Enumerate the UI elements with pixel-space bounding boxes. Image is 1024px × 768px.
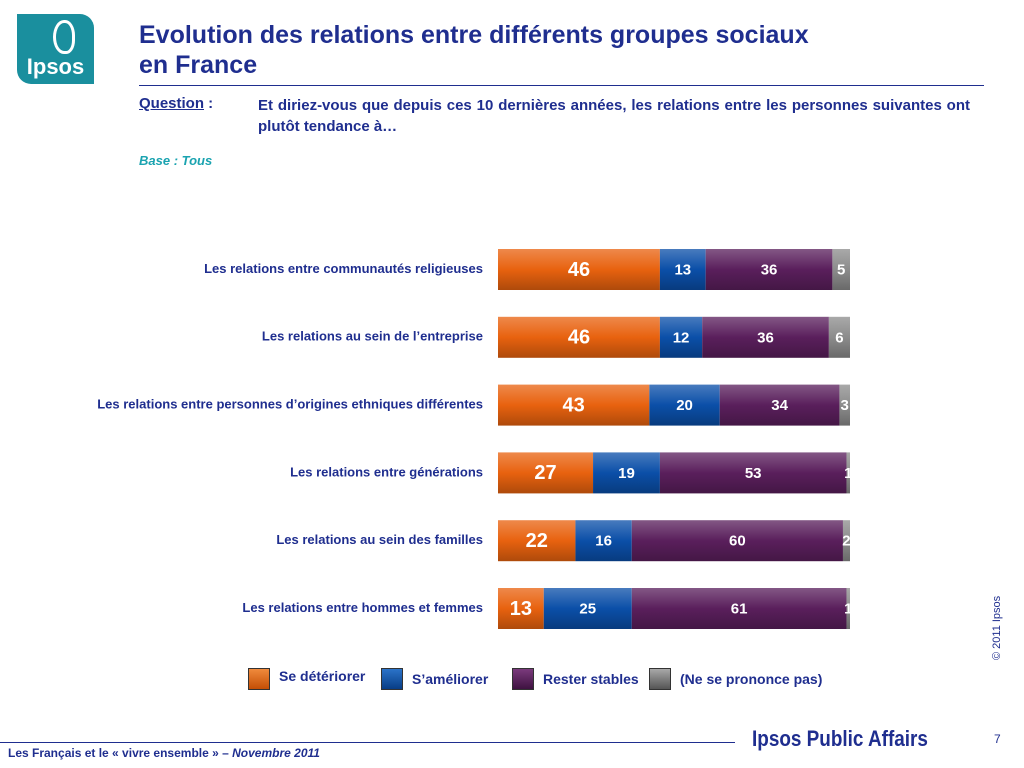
bar-se-deteriorer-4 — [498, 452, 594, 494]
legend-swatch-ne-se-prononce-pas — [649, 668, 671, 690]
logo-text: Ipsos — [26, 54, 85, 79]
logo-head-icon — [53, 20, 75, 54]
data-label-s-ameliorer-6: 25 — [579, 600, 596, 617]
brand-name: Ipsos Public Affairs — [752, 726, 928, 751]
footer-date: Novembre 2011 — [232, 746, 320, 760]
question-label-text: Question — [139, 95, 205, 112]
bar-se-deteriorer-1 — [498, 249, 660, 290]
title-line-2: en France — [139, 51, 258, 79]
data-label-rester-stables-4: 53 — [745, 465, 762, 482]
legend-label-ne-se-prononce-pas: (Ne se prononce pas) — [680, 671, 823, 687]
row-label-6: Les relations entre hommes et femmes — [242, 600, 483, 615]
copyright: © 2011 Ipsos — [991, 595, 1003, 660]
data-label-rester-stables-3: 34 — [771, 397, 788, 414]
row-label-4: Les relations entre générations — [290, 464, 483, 479]
question-text: Et diriez-vous que depuis ces 10 dernièr… — [258, 97, 970, 135]
bar-s-ameliorer-5 — [575, 520, 632, 562]
legend-item-s-ameliorer: S’améliorer — [381, 668, 488, 690]
data-label-ne-se-prononce-pas-2: 6 — [835, 329, 843, 346]
bar-rester-stables-5 — [631, 520, 843, 562]
footer-divider — [0, 742, 735, 743]
question-colon: : — [204, 95, 214, 112]
legend-item-se-deteriorer: Se détériorer — [248, 668, 365, 690]
title-line-1: Evolution des relations entre différents… — [139, 21, 809, 49]
title-divider — [139, 85, 984, 86]
bar-s-ameliorer-2 — [659, 316, 703, 358]
data-label-rester-stables-1: 36 — [761, 261, 778, 278]
bar-s-ameliorer-6 — [543, 588, 632, 629]
data-label-rester-stables-6: 61 — [731, 600, 748, 617]
bar-se-deteriorer-2 — [498, 316, 660, 358]
bar-rester-stables-2 — [702, 316, 829, 358]
bar-s-ameliorer-4 — [593, 452, 660, 494]
legend-label-rester-stables: Rester stables — [543, 671, 639, 687]
page-number: 7 — [994, 732, 1001, 746]
bar-rester-stables-1 — [705, 249, 833, 290]
question-label: Question : — [139, 95, 213, 112]
legend-swatch-rester-stables — [512, 668, 534, 690]
bar-se-deteriorer-6 — [498, 588, 544, 629]
bar-rester-stables-3 — [719, 384, 840, 426]
data-label-se-deteriorer-6: 13 — [510, 598, 532, 620]
bar-s-ameliorer-3 — [649, 384, 720, 426]
bar-ne-se-prononce-pas-1 — [832, 249, 850, 290]
data-label-ne-se-prononce-pas-4: 1 — [844, 465, 852, 482]
data-label-ne-se-prononce-pas-6: 1 — [844, 600, 852, 617]
data-label-se-deteriorer-4: 27 — [534, 462, 556, 484]
legend-item-rester-stables: Rester stables — [512, 668, 639, 690]
data-label-se-deteriorer-5: 22 — [526, 530, 548, 552]
data-label-se-deteriorer-3: 43 — [563, 394, 585, 416]
data-label-se-deteriorer-2: 46 — [568, 327, 590, 349]
data-label-ne-se-prononce-pas-3: 3 — [841, 397, 849, 414]
bar-se-deteriorer-5 — [498, 520, 576, 562]
data-label-rester-stables-5: 60 — [729, 533, 746, 550]
legend-label-s-ameliorer: S’améliorer — [412, 671, 489, 687]
data-label-s-ameliorer-1: 13 — [674, 261, 691, 278]
data-label-ne-se-prononce-pas-1: 5 — [837, 261, 845, 278]
data-label-se-deteriorer-1: 46 — [568, 259, 590, 281]
row-label-3: Les relations entre personnes d’origines… — [97, 397, 483, 412]
legend-swatch-s-ameliorer — [381, 668, 403, 690]
page-title: Evolution des relations entre différents… — [139, 20, 809, 80]
data-label-s-ameliorer-3: 20 — [676, 397, 693, 414]
row-label-2: Les relations au sein de l’entreprise — [262, 329, 483, 344]
bar-ne-se-prononce-pas-2 — [828, 316, 850, 358]
data-label-s-ameliorer-5: 16 — [595, 533, 612, 550]
data-label-s-ameliorer-4: 19 — [618, 465, 635, 482]
legend-swatch-se-deteriorer — [248, 668, 270, 690]
data-label-s-ameliorer-2: 12 — [673, 329, 690, 346]
bar-s-ameliorer-1 — [659, 249, 706, 290]
footer-text: Les Français et le « vivre ensemble » – … — [8, 746, 320, 760]
data-label-rester-stables-2: 36 — [757, 329, 774, 346]
ipsos-logo: Ipsos — [17, 14, 94, 84]
data-label-ne-se-prononce-pas-5: 2 — [842, 533, 850, 550]
bar-ne-se-prononce-pas-6 — [846, 588, 850, 629]
footer-title: Les Français et le « vivre ensemble » – — [8, 746, 233, 760]
base-note: Base : Tous — [139, 153, 213, 168]
legend-item-ne-se-prononce-pas: (Ne se prononce pas) — [649, 668, 822, 690]
bar-ne-se-prononce-pas-5 — [842, 520, 850, 562]
bar-ne-se-prononce-pas-3 — [839, 384, 850, 426]
bar-rester-stables-6 — [631, 588, 847, 629]
legend-label-se-deteriorer: Se détériorer — [279, 668, 366, 684]
bar-ne-se-prononce-pas-4 — [846, 452, 850, 494]
row-label-5: Les relations au sein des familles — [276, 532, 483, 547]
row-label-1: Les relations entre communautés religieu… — [204, 261, 483, 276]
bar-se-deteriorer-3 — [498, 384, 650, 426]
bar-rester-stables-4 — [659, 452, 847, 494]
